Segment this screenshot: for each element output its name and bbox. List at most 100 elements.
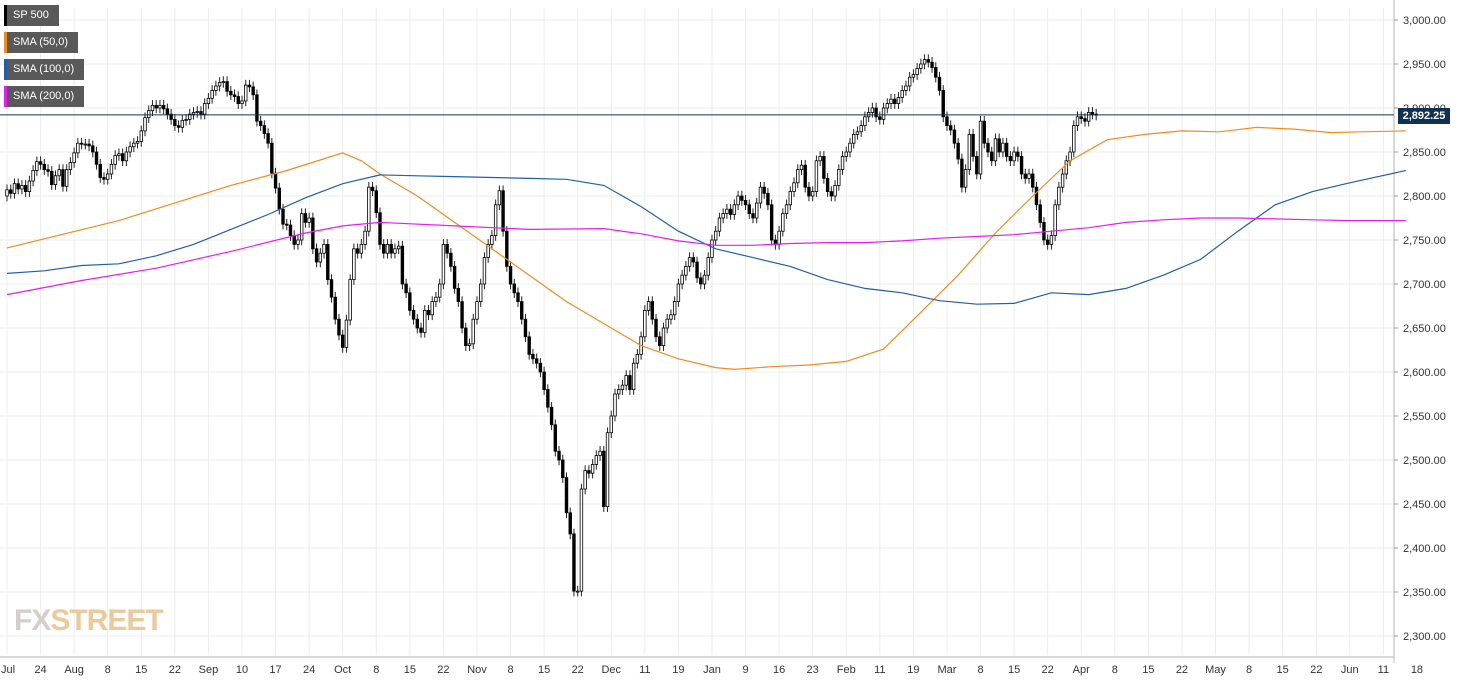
candle-down: [426, 309, 431, 316]
candle-up: [687, 257, 692, 267]
x-tick-label: 8: [373, 664, 379, 676]
candle-down: [98, 163, 102, 178]
candle-down: [766, 192, 770, 206]
candle-up: [31, 170, 35, 182]
candle-up: [889, 98, 893, 104]
candle-down: [926, 59, 931, 63]
candle-down: [173, 119, 177, 127]
candle-down: [161, 104, 166, 110]
candle-down: [311, 217, 315, 250]
candle-down: [273, 172, 278, 189]
candle-up: [475, 301, 479, 320]
candle-down: [975, 155, 979, 175]
candle-down: [893, 98, 897, 104]
x-tick-label: 8: [507, 664, 513, 676]
legend-item-sp500[interactable]: SP 500: [4, 5, 84, 26]
candle-up: [1053, 204, 1057, 237]
candle-down: [199, 111, 203, 115]
x-tick-label: 22: [1176, 664, 1188, 676]
candle-up: [684, 265, 688, 276]
candle-up: [609, 415, 613, 434]
candle-up: [139, 130, 143, 142]
candle-up: [128, 146, 132, 153]
candle-down: [288, 224, 293, 236]
x-tick-label: 19: [907, 664, 919, 676]
candle-up: [669, 314, 673, 320]
candle-up: [437, 283, 442, 298]
candle-up: [736, 195, 740, 206]
candle-down: [262, 125, 267, 134]
candle-down: [46, 169, 50, 172]
candle-down: [941, 90, 945, 118]
candle-up: [471, 318, 475, 345]
candle-down: [1090, 112, 1095, 115]
candle-down: [534, 358, 539, 364]
sma-lines: [6, 126, 1406, 371]
candle-up: [818, 155, 822, 162]
candle-down: [1023, 173, 1027, 179]
candle-up: [83, 143, 88, 146]
candle-up: [833, 185, 837, 197]
candle-up: [620, 384, 625, 391]
candle-down: [934, 67, 938, 78]
candle-up: [583, 470, 587, 490]
candle-down: [411, 309, 416, 320]
candle-up: [1087, 112, 1091, 122]
candle-down: [415, 318, 419, 329]
y-tick-label: 2,700.00: [1403, 279, 1446, 291]
x-tick-label: Apr: [1073, 664, 1090, 676]
legend-label: SP 500: [7, 5, 59, 26]
y-tick-label: 2,850.00: [1403, 147, 1446, 159]
candle-down: [948, 125, 953, 131]
candle-up: [240, 100, 244, 104]
candle-up: [680, 274, 684, 285]
x-tick-label: May: [1205, 664, 1226, 676]
candle-down: [340, 334, 345, 348]
legend-label: SMA (50,0): [7, 32, 79, 53]
candle-down: [930, 61, 934, 68]
candle-up: [613, 393, 617, 417]
candle-up: [643, 309, 647, 338]
candle-up: [676, 283, 681, 303]
candle-down: [658, 336, 662, 346]
candle-down: [527, 336, 531, 355]
candle-down: [314, 248, 319, 263]
candle-down: [986, 142, 990, 153]
candle-up: [777, 230, 781, 245]
candle-down: [956, 142, 960, 160]
candle-down: [270, 142, 274, 174]
candle-up: [605, 432, 610, 508]
candle-down: [650, 301, 654, 320]
candle-down: [326, 243, 330, 280]
x-tick-label: 16: [773, 664, 785, 676]
candle-down: [557, 450, 561, 461]
x-tick-label: Nov: [467, 664, 487, 676]
candle-down: [169, 113, 173, 120]
x-tick-label: Jul: [1, 664, 15, 676]
y-tick-label: 2,950.00: [1403, 59, 1446, 71]
candle-up: [210, 90, 214, 99]
legend-item-sma100[interactable]: SMA (100,0): [4, 59, 85, 80]
candle-up: [76, 142, 80, 154]
x-tick-label: Jun: [1341, 664, 1359, 676]
candle-up: [781, 213, 785, 232]
legend-item-sma50[interactable]: SMA (50,0): [4, 32, 84, 53]
candle-up: [885, 103, 889, 109]
x-tick-label: 15: [1277, 664, 1289, 676]
candle-down: [102, 177, 106, 180]
y-tick-label: 2,800.00: [1403, 191, 1446, 203]
candle-down: [355, 248, 360, 254]
y-tick-label: 2,650.00: [1403, 323, 1446, 335]
y-tick-label: 2,450.00: [1403, 499, 1446, 511]
candle-down: [382, 243, 386, 254]
legend-item-sma200[interactable]: SMA (200,0): [4, 86, 85, 107]
candle-down: [1079, 116, 1083, 119]
candle-up: [631, 362, 636, 391]
x-tick-label: 8: [1246, 664, 1252, 676]
candle-down: [747, 204, 751, 215]
candle-up: [490, 235, 494, 245]
legend: SP 500 SMA (50,0) SMA (100,0) SMA (200,0…: [4, 5, 85, 113]
candle-up: [344, 319, 349, 348]
candle-down: [23, 185, 28, 193]
legend-swatch-sp500: [4, 5, 7, 26]
